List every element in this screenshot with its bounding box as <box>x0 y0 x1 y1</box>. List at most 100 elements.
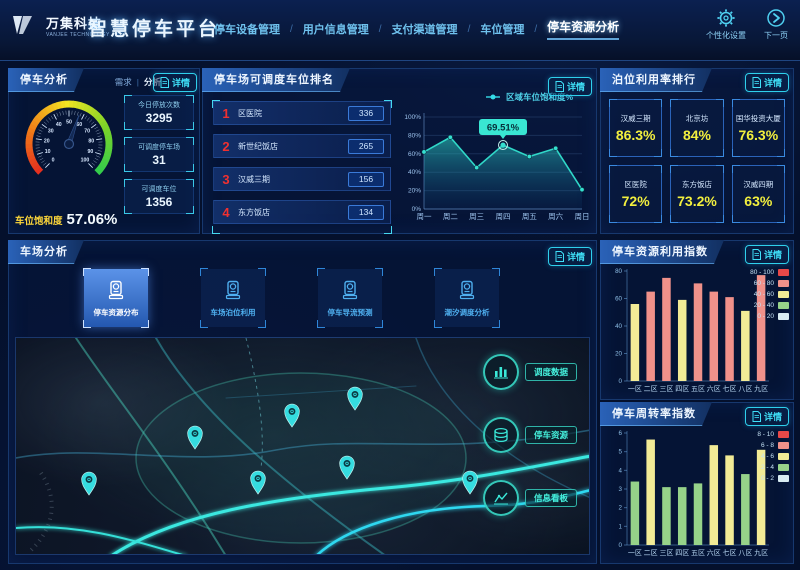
header-action-1[interactable]: 个性化设置 <box>706 8 746 41</box>
detail-button-label: 详情 <box>763 412 782 422</box>
svg-text:60%: 60% <box>408 151 421 158</box>
svg-text:区域车位饱和度%: 区域车位饱和度% <box>506 92 574 102</box>
nav-item-3[interactable]: 支付渠道管理 <box>391 24 458 36</box>
lot-tab-label: 潮汐调度分析 <box>444 308 490 317</box>
svg-text:60: 60 <box>76 122 82 128</box>
svg-text:周日: 周日 <box>575 212 590 221</box>
legend-item: 0 - 20 <box>750 313 789 320</box>
mini-tab-2[interactable]: 分析 <box>144 76 161 88</box>
parking-resource-icon <box>482 417 519 453</box>
parking-meter-icon <box>108 280 124 300</box>
stat-box-3: 可调度车位 1356 <box>124 179 194 214</box>
lot-tab-2[interactable]: 车场泊位利用 <box>200 268 266 328</box>
bar-五区 <box>693 483 703 545</box>
resource-index-title: 停车资源利用指数 <box>600 240 724 264</box>
mini-tab-1[interactable]: 需求 <box>114 77 132 87</box>
rank-row-1: 1 区医院 336 <box>213 101 391 125</box>
map-button-3[interactable]: 信息看板 <box>482 480 577 516</box>
header-action-label: 个性化设置 <box>706 31 746 40</box>
svg-text:七区: 七区 <box>723 548 737 557</box>
city-map[interactable]: 调度数据停车资源信息看板 <box>15 337 590 555</box>
nav-item-4[interactable]: 车位管理 <box>480 24 525 36</box>
map-pin-3[interactable] <box>250 470 266 495</box>
rank-number: 2 <box>222 138 230 154</box>
gauge-value: 57.06% <box>66 211 118 228</box>
legend-label: 0 - 2 <box>760 475 774 482</box>
svg-text:10: 10 <box>45 149 51 155</box>
map-pin-1[interactable] <box>81 471 97 496</box>
map-button-1[interactable]: 调度数据 <box>482 354 577 390</box>
svg-text:5: 5 <box>619 449 623 456</box>
resource-index-legend: 80 - 100 60 - 80 40 - 60 20 - 40 0 - 20 <box>750 269 789 320</box>
stat-value: 1356 <box>145 195 173 209</box>
legend-item: 40 - 60 <box>750 291 789 298</box>
resource-index-panel: 停车资源利用指数 80 - 100 60 - 80 40 - 60 20 - 40 0 … <box>600 240 794 400</box>
document-icon <box>555 251 564 262</box>
bay-card-4: 区医院 72% <box>608 165 663 223</box>
bar-六区 <box>709 445 719 545</box>
svg-text:九区: 九区 <box>754 548 768 557</box>
bay-card-name: 汉威四期 <box>743 180 774 189</box>
bays-detail-button[interactable]: 详情 <box>744 73 789 92</box>
map-pin-6[interactable] <box>347 386 363 411</box>
svg-text:40%: 40% <box>408 169 421 176</box>
bar-三区 <box>662 487 671 545</box>
main-nav: 停车设备管理 / 用户信息管理 / 支付渠道管理 / 车位管理 / 停车资源分析 <box>214 18 620 40</box>
bay-card-5: 东方饭店 73.2% <box>670 165 724 223</box>
svg-text:4: 4 <box>619 467 623 474</box>
legend-label: 40 - 60 <box>753 291 774 298</box>
lot-tab-label: 车场泊位利用 <box>210 308 256 317</box>
svg-text:三区: 三区 <box>659 549 673 557</box>
rank-name: 新世纪饭店 <box>238 141 278 151</box>
header-action-2[interactable]: 下一页 <box>764 8 788 41</box>
svg-text:60: 60 <box>615 296 622 303</box>
lot-tab-3[interactable]: 停车导流预测 <box>317 268 383 328</box>
map-pin-5[interactable] <box>339 455 355 480</box>
map-pin-2[interactable] <box>187 425 203 450</box>
map-pin-7[interactable] <box>462 470 478 495</box>
bay-card-6: 汉威四期 63% <box>731 165 786 223</box>
dispatch-detail-button[interactable]: 详情 <box>547 77 592 96</box>
bar-二区 <box>646 291 655 381</box>
dispatch-data-icon <box>482 354 519 390</box>
map-button-2[interactable]: 停车资源 <box>482 417 577 453</box>
svg-text:四区: 四区 <box>675 385 689 393</box>
rank-value: 336 <box>348 105 384 121</box>
bar-一区 <box>630 304 640 381</box>
bay-utilization-grid: 汉威三期 86.3% 北京坊 84% 国华投资大厦 76.3% 区医院 72% 东方饭店 73.2… <box>608 99 786 223</box>
map-pin-4[interactable] <box>284 403 300 428</box>
legend-chip <box>778 269 789 276</box>
bar-七区 <box>725 297 734 381</box>
bar-九区 <box>756 275 766 381</box>
stat-label: 今日停放次数 <box>138 102 180 109</box>
parking-detail-button[interactable]: 详情 <box>152 73 197 92</box>
dispatch-rank-title: 停车场可调度车位排名 <box>202 68 350 92</box>
lot-tab-1[interactable]: 停车资源分布 <box>83 268 149 328</box>
svg-text:20%: 20% <box>408 188 421 195</box>
rank-row-3: 3 汉威三期 156 <box>213 167 391 191</box>
resource-detail-button[interactable]: 详情 <box>744 245 789 264</box>
legend-chip <box>778 453 789 460</box>
bay-card-name: 东方饭店 <box>681 180 712 189</box>
stat-value: 3295 <box>145 111 173 125</box>
bay-card-name: 北京坊 <box>685 114 709 123</box>
lot-analysis-panel: 车场分析 停车资源分布 车场泊位利用 停车导流预测 潮汐调度分析 调度数据 停车资源 信息… <box>8 240 597 564</box>
lot-tab-4[interactable]: 潮汐调度分析 <box>434 268 500 328</box>
lot-detail-button[interactable]: 详情 <box>547 247 592 266</box>
svg-text:0%: 0% <box>412 206 422 213</box>
legend-label: 2 - 4 <box>760 464 774 471</box>
bay-card-percent: 63% <box>744 193 773 209</box>
parking-mini-tabs: 需求 | 分析 <box>115 76 161 88</box>
map-button-label: 调度数据 <box>524 363 577 381</box>
nav-item-1[interactable]: 停车设备管理 <box>214 24 280 36</box>
bar-一区 <box>630 481 640 545</box>
nav-item-2[interactable]: 用户信息管理 <box>302 24 369 36</box>
svg-text:90: 90 <box>88 149 94 155</box>
detail-button-label: 详情 <box>763 250 782 260</box>
info-board-icon <box>482 480 519 516</box>
turnover-detail-button[interactable]: 详情 <box>744 407 789 426</box>
nav-item-5[interactable]: 停车资源分析 <box>547 18 620 40</box>
svg-text:八区: 八区 <box>738 385 752 393</box>
svg-text:80: 80 <box>615 268 622 275</box>
map-roads-layer <box>16 338 589 554</box>
